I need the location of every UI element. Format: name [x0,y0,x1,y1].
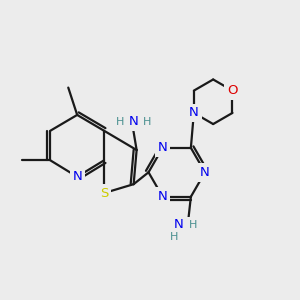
Text: H: H [143,117,151,127]
Text: N: N [173,218,183,232]
Text: N: N [200,166,210,179]
Text: N: N [158,141,167,154]
Text: N: N [72,170,82,183]
Text: H: H [170,232,179,242]
Text: H: H [189,220,197,230]
Text: N: N [158,190,167,203]
Text: O: O [227,84,238,97]
Text: N: N [129,115,139,128]
Text: S: S [100,187,108,200]
Text: N: N [189,106,199,119]
Text: H: H [116,117,124,127]
